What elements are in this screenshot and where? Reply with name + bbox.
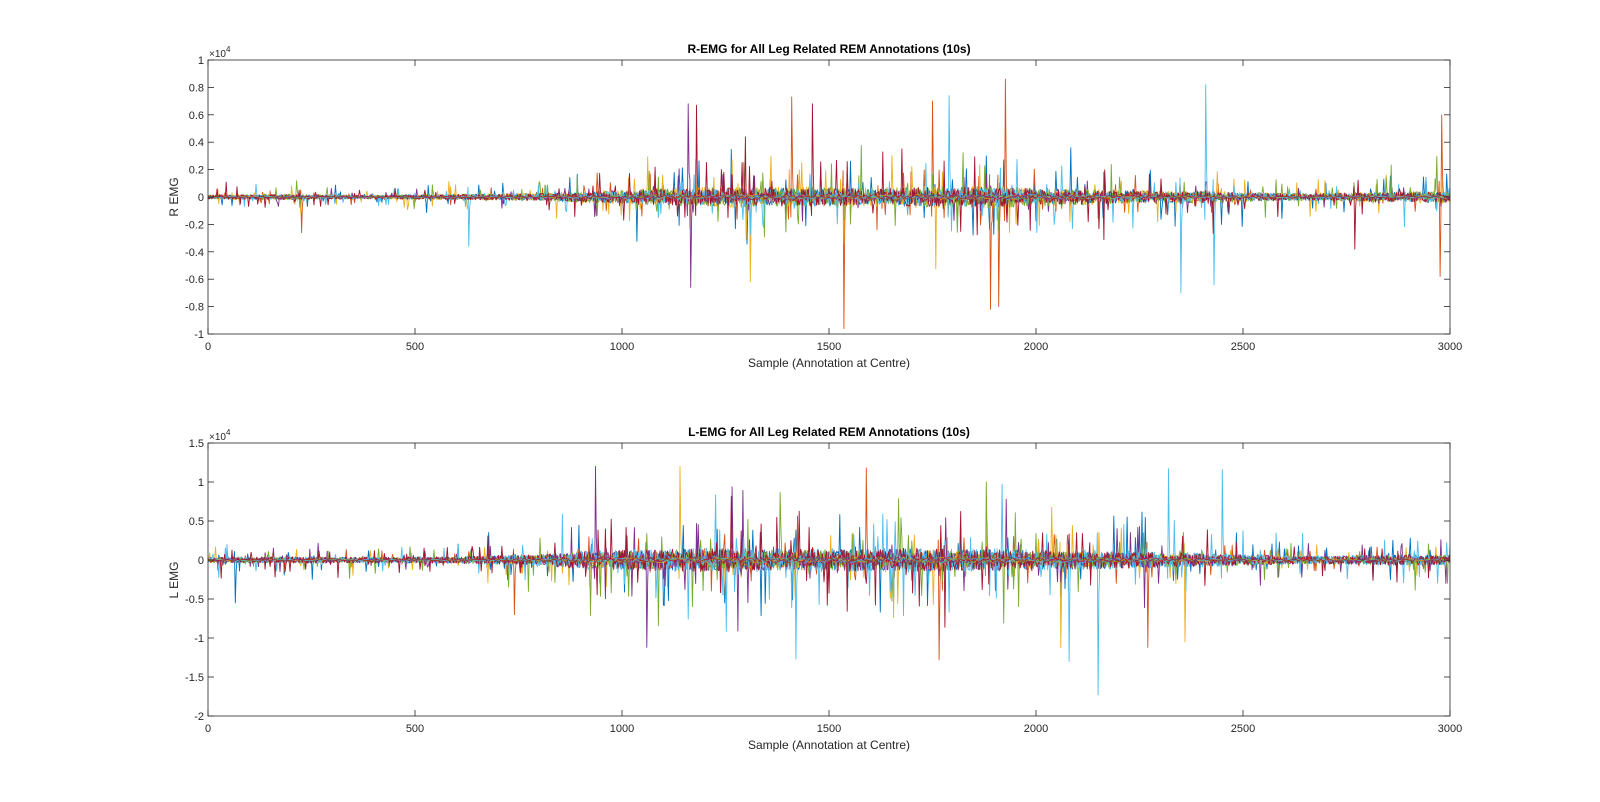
- l-emg-ylabel: L EMG: [167, 562, 181, 599]
- r-emg-ytick-label: 0.8: [189, 82, 204, 94]
- l-emg-axes: 0 500 1000 1500 2000 2500 3000 -2 -1.5 -1 -0.5 0 0.5…: [167, 425, 1462, 752]
- r-emg-ytick-label: -0.2: [185, 219, 204, 231]
- r-emg-series-group: [207, 78, 1451, 329]
- r-emg-ytick-label: -0.4: [185, 247, 204, 259]
- l-emg-baseline-trace-7: [207, 556, 1451, 564]
- l-emg-ytick-label: 0: [198, 555, 204, 567]
- l-emg-xtick-label: 1500: [817, 723, 841, 735]
- r-emg-ytick-label: 0: [198, 192, 204, 204]
- l-emg-series-line-7: [207, 495, 1451, 628]
- r-emg-xtick-label: 3000: [1438, 341, 1462, 353]
- l-emg-xtick-label: 2000: [1024, 723, 1048, 735]
- r-emg-xtick-label: 1000: [610, 341, 634, 353]
- r-emg-ytick-label: 0.2: [189, 165, 204, 177]
- r-emg-xtick-label: 2500: [1231, 341, 1255, 353]
- l-emg-ytick-label: -1: [194, 633, 204, 645]
- r-emg-series-line-6: [207, 84, 1451, 294]
- l-emg-xtick-label: 3000: [1438, 723, 1462, 735]
- l-emg-ytick-label: -2: [194, 711, 204, 723]
- l-emg-xtick-label: 1000: [610, 723, 634, 735]
- r-emg-xlabel: Sample (Annotation at Centre): [748, 356, 910, 370]
- r-emg-xtick-label: 2000: [1024, 341, 1048, 353]
- l-emg-series-group: [207, 465, 1451, 696]
- r-emg-title: R-EMG for All Leg Related REM Annotation…: [687, 42, 970, 56]
- r-emg-baseline-trace-7: [207, 193, 1451, 201]
- r-emg-axes: 0 500 1000 1500 2000 2500 3000 -1 -0.8 -0.6 -0.4 -0…: [167, 42, 1462, 370]
- l-emg-ytick-label: -1.5: [185, 672, 204, 684]
- r-emg-ytick-label: 1: [198, 55, 204, 67]
- l-emg-xlabel: Sample (Annotation at Centre): [748, 738, 910, 752]
- r-emg-ytick-label: -0.8: [185, 302, 204, 314]
- l-emg-axes-box: [207, 442, 1451, 717]
- l-emg-ytick-label: 0.5: [189, 516, 204, 528]
- l-emg-xtick-label: 0: [205, 723, 211, 735]
- r-emg-ylabel: R EMG: [167, 177, 181, 216]
- l-emg-y-exponent: ×104: [209, 428, 231, 443]
- l-emg-xtick-label: 500: [406, 723, 424, 735]
- r-emg-xtick-label: 0: [205, 341, 211, 353]
- l-emg-ytick-label: 1: [198, 477, 204, 489]
- r-emg-ytick-label: -0.6: [185, 274, 204, 286]
- r-emg-ytick-label: 0.6: [189, 110, 204, 122]
- l-emg-ytick-label: 1.5: [189, 438, 204, 450]
- l-emg-ytick-label: -0.5: [185, 594, 204, 606]
- l-emg-series-line-6: [207, 468, 1451, 696]
- l-emg-title: L-EMG for All Leg Related REM Annotation…: [688, 425, 970, 439]
- r-emg-ticks: 0 500 1000 1500 2000 2500 3000 -1 -0.8 -0.6 -0.4 -0…: [185, 55, 1462, 353]
- r-emg-ytick-label: -1: [194, 329, 204, 341]
- l-emg-xtick-label: 2500: [1231, 723, 1255, 735]
- r-emg-y-exponent: ×104: [209, 45, 231, 60]
- r-emg-xtick-label: 1500: [817, 341, 841, 353]
- r-emg-axes-box: [207, 59, 1451, 335]
- r-emg-xtick-label: 500: [406, 341, 424, 353]
- r-emg-ytick-label: 0.4: [189, 137, 204, 149]
- r-emg-series-line-7: [207, 103, 1451, 250]
